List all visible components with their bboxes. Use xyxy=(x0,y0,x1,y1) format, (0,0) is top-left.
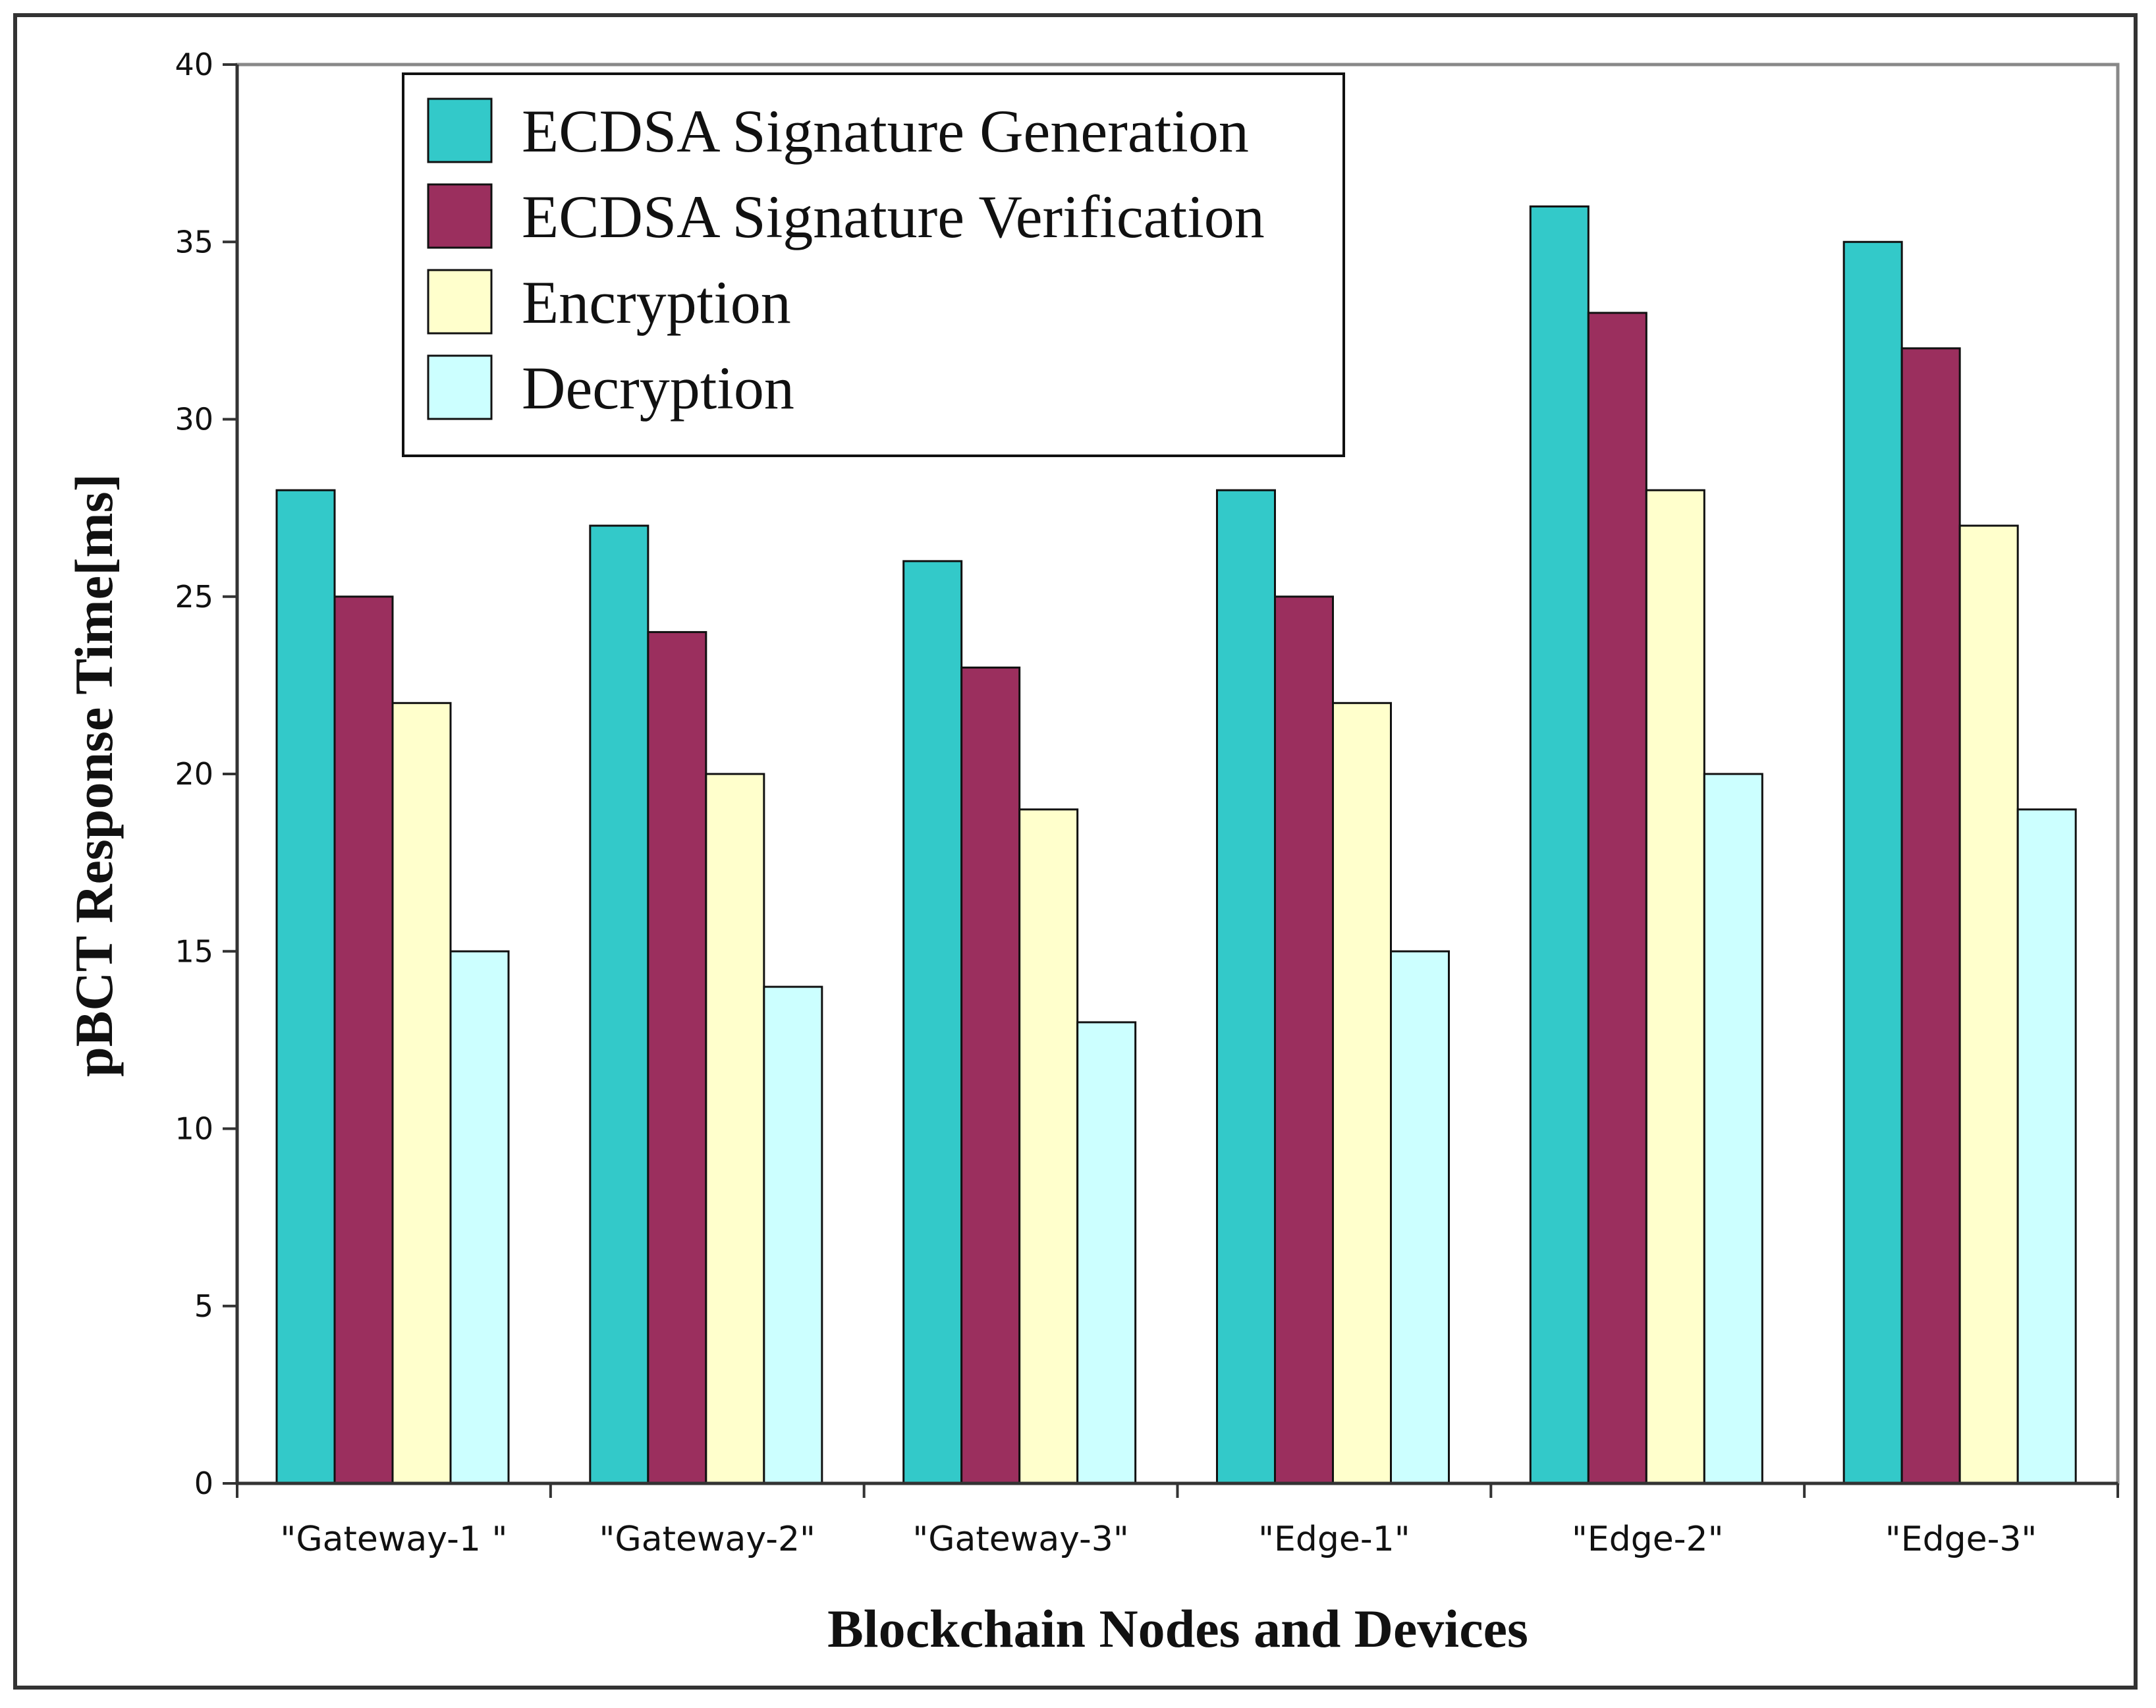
bar-3-3 xyxy=(1018,808,1079,1485)
bar-1-1 xyxy=(275,489,336,1485)
axes: 0 5 10 15 20 25 30 35 40 "Gateway-1 " "Gateway-2" "… xyxy=(175,47,2119,1559)
bar-3-4 xyxy=(1332,702,1392,1485)
y-tick-label: 25 xyxy=(175,579,213,615)
bar-1-4 xyxy=(1216,489,1276,1485)
bar-2-6 xyxy=(1900,347,1961,1485)
legend-label-2: ECDSA Signature Verification xyxy=(522,183,1265,250)
bar-2-5 xyxy=(1587,312,1647,1485)
bar-1-6 xyxy=(1842,240,1903,1485)
x-axis-title: Blockchain Nodes and Devices xyxy=(827,1599,1528,1659)
bar-3-1 xyxy=(391,702,452,1485)
bar-4-2 xyxy=(763,985,823,1485)
bar-4-4 xyxy=(1390,950,1450,1485)
y-tick-label: 40 xyxy=(175,47,213,82)
bar-1-5 xyxy=(1529,205,1589,1485)
x-tick-label: "Edge-3" xyxy=(1885,1520,2037,1559)
bar-3-6 xyxy=(1958,524,2019,1485)
legend-swatch-4 xyxy=(427,354,493,420)
bar-4-6 xyxy=(2016,808,2077,1485)
bar-1-2 xyxy=(589,524,650,1485)
y-tick-label: 15 xyxy=(175,933,213,969)
bar-3-5 xyxy=(1645,489,1705,1485)
legend-label-1: ECDSA Signature Generation xyxy=(522,97,1249,165)
bar-4-5 xyxy=(1703,773,1763,1485)
legend-swatch-2 xyxy=(427,183,493,249)
y-tick-label: 35 xyxy=(175,224,213,260)
bar-4-1 xyxy=(449,950,510,1485)
legend-swatch-3 xyxy=(427,269,493,335)
x-tick-label: "Gateway-3" xyxy=(912,1520,1128,1559)
bar-4-3 xyxy=(1076,1021,1137,1485)
legend-label-3: Encryption xyxy=(522,269,791,336)
bar-2-4 xyxy=(1274,595,1334,1485)
y-tick-label: 10 xyxy=(175,1111,213,1147)
x-tick-label: "Gateway-1 " xyxy=(280,1520,507,1559)
y-axis-title: pBCT Response Time[ms] xyxy=(64,474,124,1077)
bar-2-2 xyxy=(647,631,707,1485)
x-tick-label: "Edge-1" xyxy=(1258,1520,1410,1559)
bar-2-3 xyxy=(960,666,1021,1485)
legend-box xyxy=(402,72,1345,457)
y-tick-label: 0 xyxy=(194,1466,213,1501)
bar-2-1 xyxy=(333,595,394,1485)
bar-3-2 xyxy=(705,773,765,1485)
legend-swatch-1 xyxy=(427,97,493,163)
bar-1-3 xyxy=(902,560,963,1485)
y-tick-label: 20 xyxy=(175,756,213,792)
legend: ECDSA Signature Generation ECDSA Signatur… xyxy=(402,72,1345,457)
y-tick-label: 30 xyxy=(175,402,213,437)
legend-label-4: Decryption xyxy=(522,354,794,422)
figure-frame xyxy=(13,13,2138,1690)
x-tick-label: "Gateway-2" xyxy=(599,1520,815,1559)
y-tick-label: 5 xyxy=(194,1288,213,1324)
x-tick-label: "Edge-2" xyxy=(1572,1520,1724,1559)
